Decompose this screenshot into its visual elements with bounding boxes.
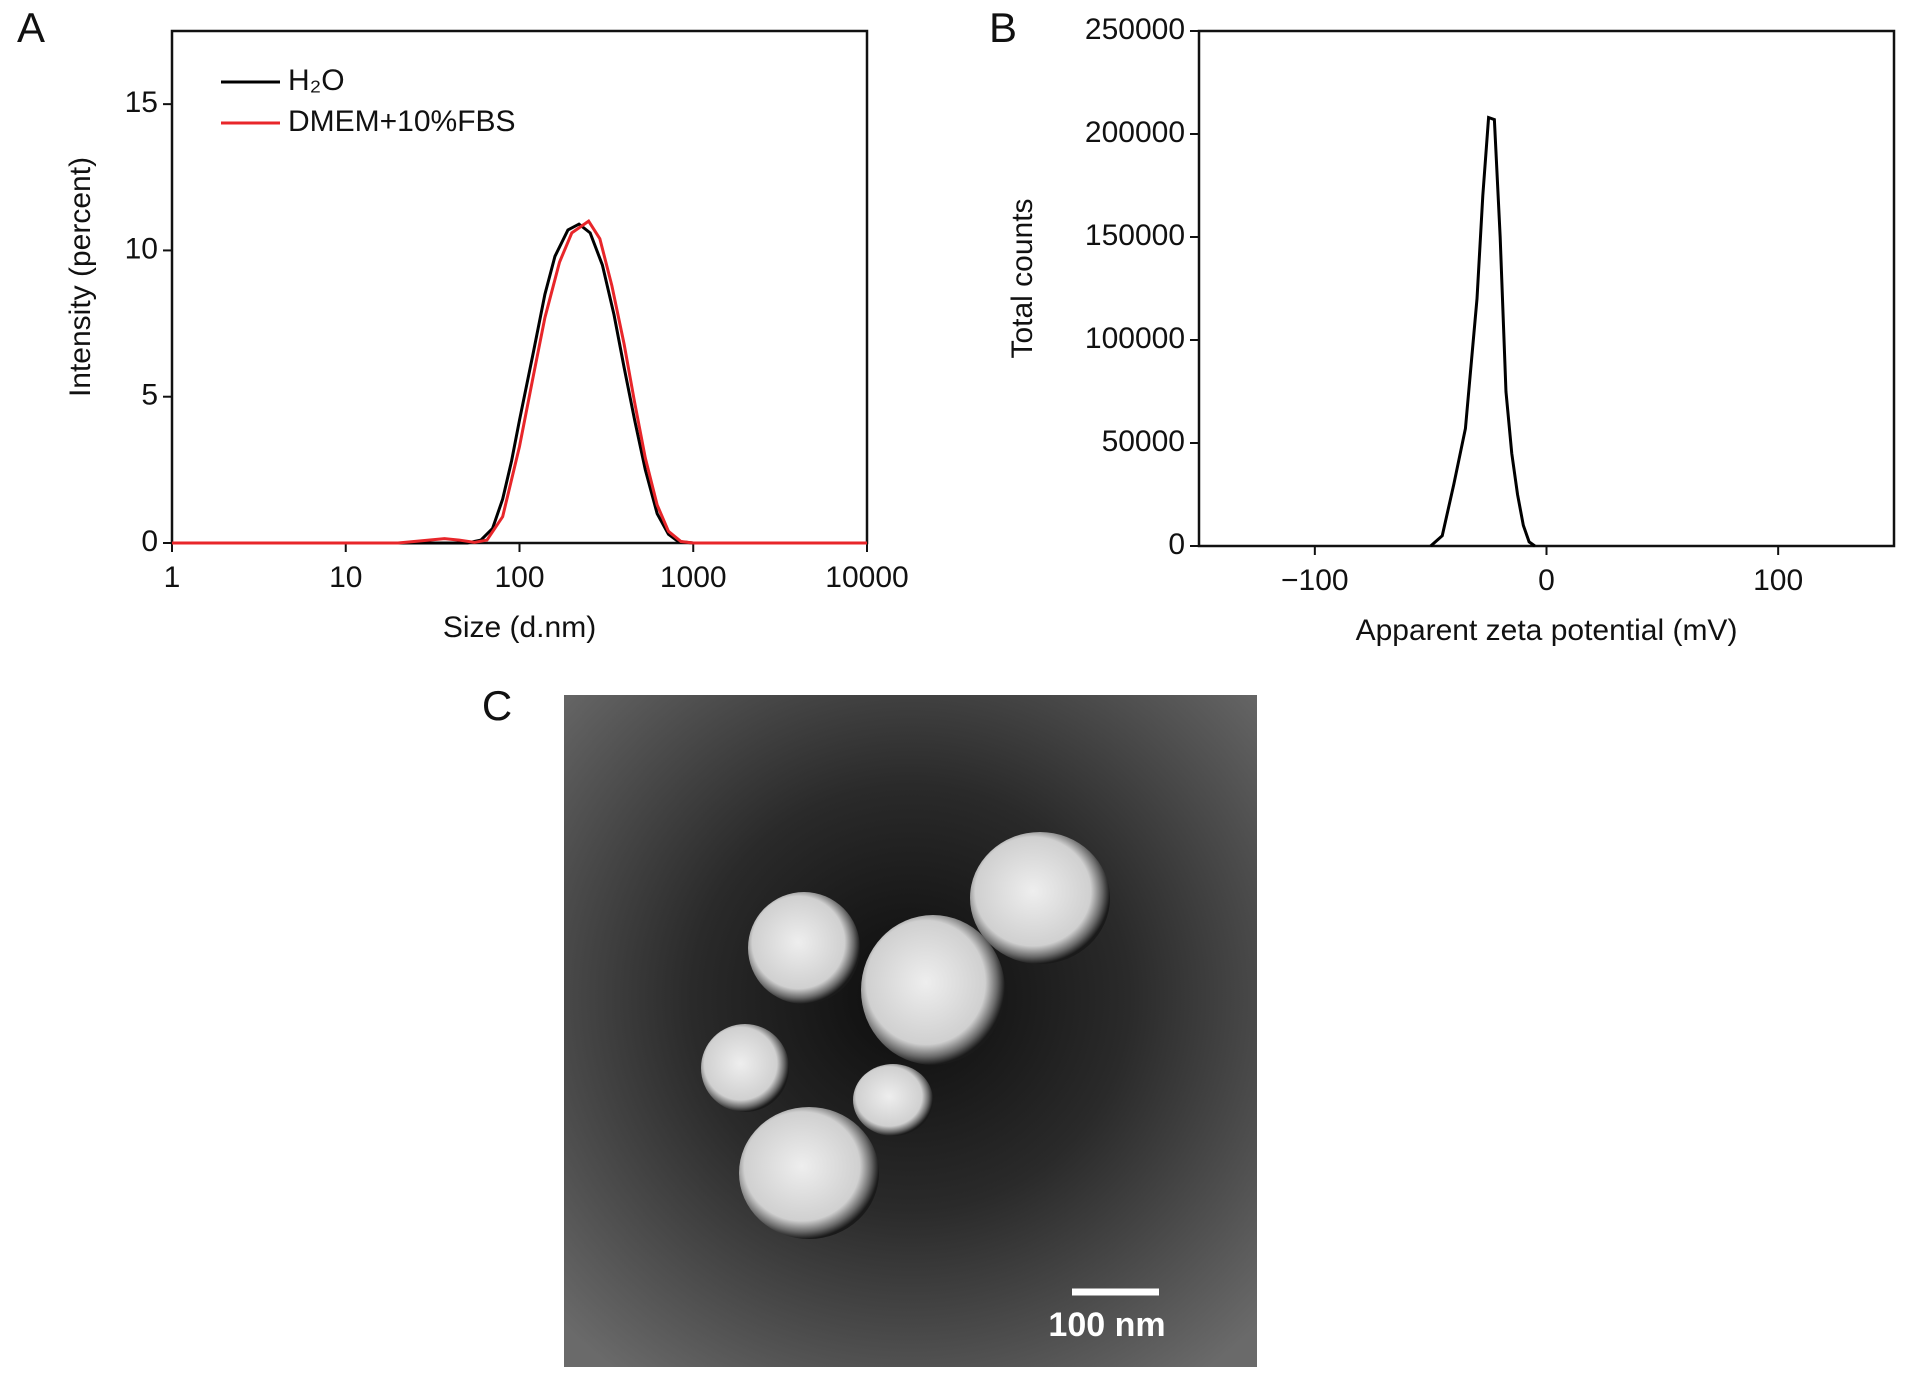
panel-label: C xyxy=(482,682,512,729)
y-axis-label: Intensity (percent) xyxy=(64,157,97,397)
data-line xyxy=(172,219,867,545)
x-axis-label: Apparent zeta potential (mV) xyxy=(1356,614,1738,647)
x-tick-label: 1000 xyxy=(660,561,727,594)
y-tick-label: 50000 xyxy=(1102,425,1185,458)
y-tick-label: 150000 xyxy=(1085,219,1185,252)
x-tick-label: 100 xyxy=(1753,564,1803,597)
y-tick-label: 5 xyxy=(141,379,158,412)
y-tick-label: 10 xyxy=(125,232,158,265)
y-axis-label: Total counts xyxy=(1006,198,1039,358)
x-tick-label: 1 xyxy=(164,561,181,594)
tem-image: 100 nm xyxy=(564,695,1257,1367)
y-tick-label: 200000 xyxy=(1085,116,1185,149)
legend-label: H₂O xyxy=(288,64,345,97)
x-axis-label: Size (d.nm) xyxy=(443,611,596,644)
x-tick-label: 0 xyxy=(1538,564,1555,597)
y-tick-label: 15 xyxy=(125,86,158,119)
x-tick-label: −100 xyxy=(1281,564,1349,597)
x-tick-label: 10000 xyxy=(825,561,908,594)
plot-frame xyxy=(170,29,869,545)
y-tick-label: 100000 xyxy=(1085,322,1185,355)
legend-label: DMEM+10%FBS xyxy=(288,105,516,138)
data-line xyxy=(172,222,867,545)
x-tick-label: 100 xyxy=(494,561,544,594)
plot-frame xyxy=(1197,29,1896,548)
y-tick-label: 0 xyxy=(141,525,158,558)
scale-bar-label: 100 nm xyxy=(1048,1306,1165,1344)
panel-label: B xyxy=(989,4,1017,51)
data-line xyxy=(1429,115,1536,548)
x-tick-label: 10 xyxy=(329,561,362,594)
y-tick-label: 0 xyxy=(1168,528,1185,561)
y-tick-label: 250000 xyxy=(1085,13,1185,46)
panel-label: A xyxy=(17,4,45,51)
